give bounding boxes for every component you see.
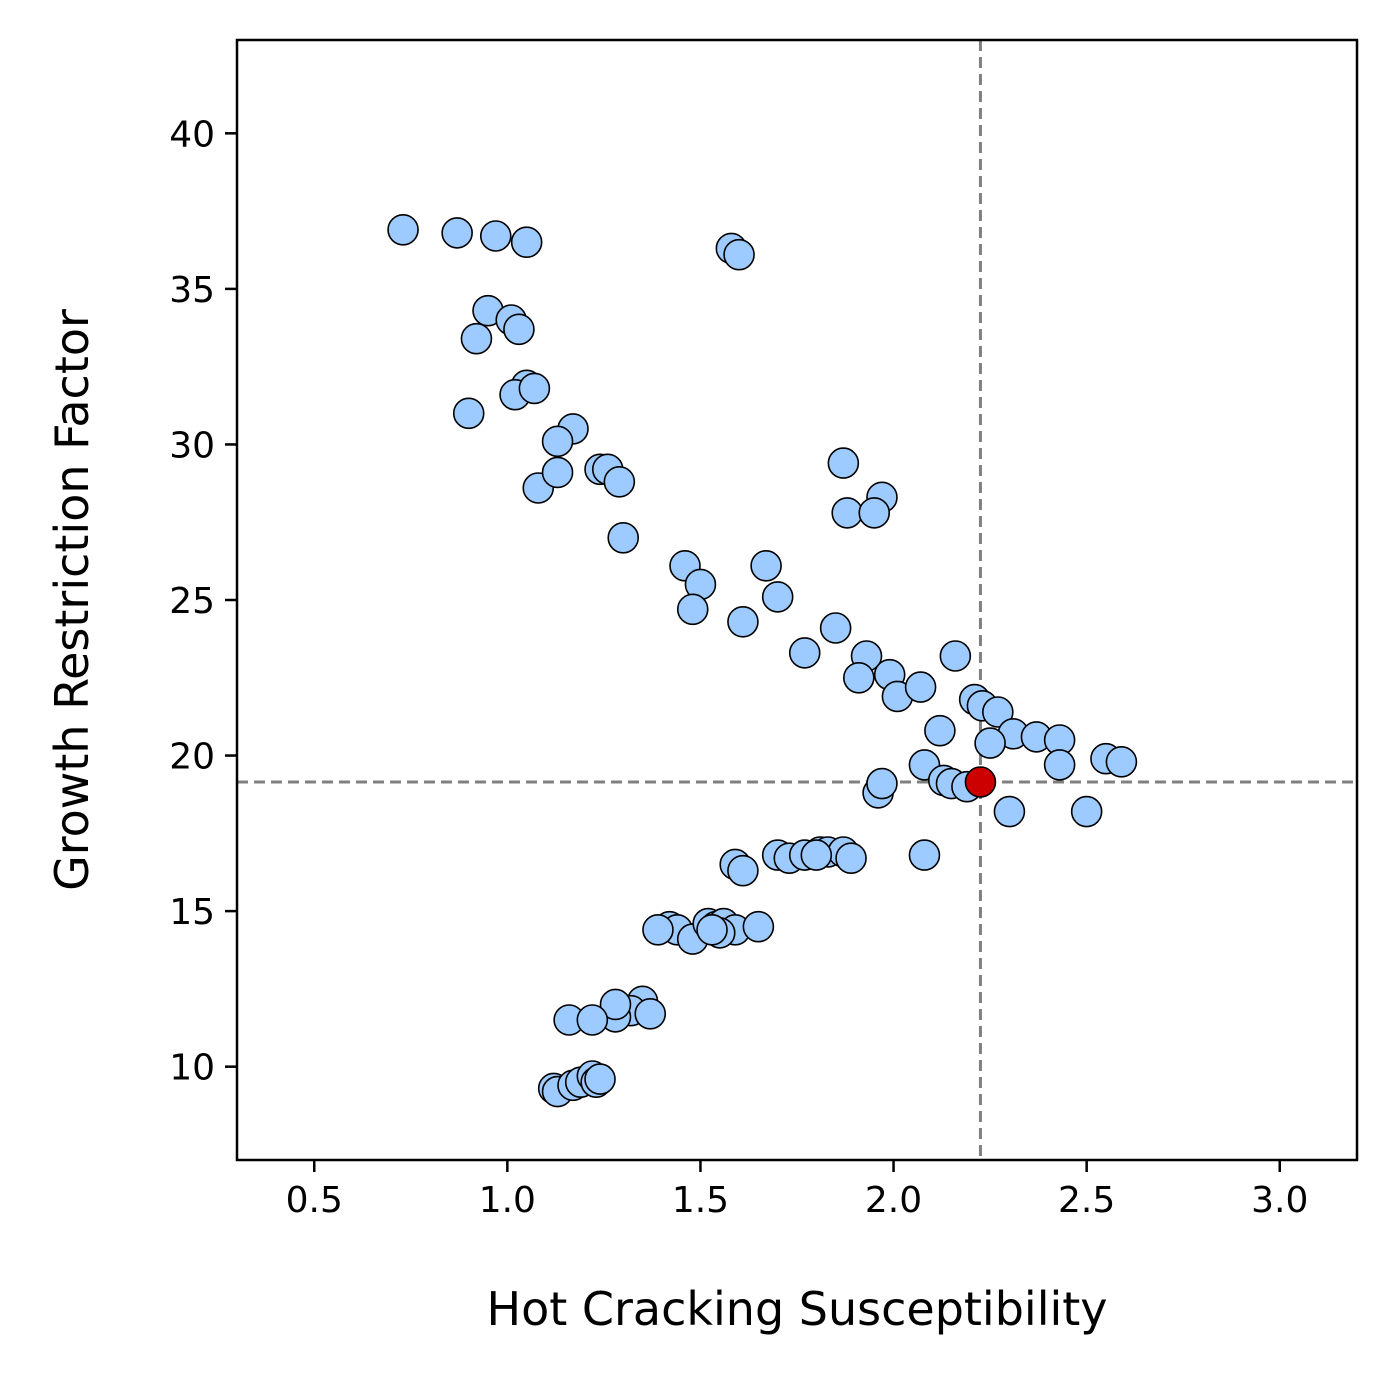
data-point	[676, 593, 709, 626]
data-point	[866, 767, 898, 800]
y-axis-ticks: 10 15 20 25 30 35 40	[169, 114, 237, 1089]
data-point	[584, 1063, 616, 1095]
data-point	[904, 671, 937, 703]
data-point	[1043, 749, 1076, 781]
data-point	[541, 425, 574, 458]
highlighted-point	[964, 766, 997, 798]
data-point	[696, 913, 728, 946]
x-axis-label: Hot Cracking Susceptibility	[486, 1282, 1107, 1336]
data-point	[939, 640, 972, 672]
y-axis-label: Growth Restriction Factor	[45, 309, 99, 891]
x-tick-label: 2.0	[865, 1180, 922, 1221]
y-tick-label: 10	[169, 1048, 215, 1089]
data-point	[819, 612, 852, 644]
y-tick-label: 35	[169, 270, 215, 311]
data-point	[974, 727, 1006, 759]
data-point	[727, 605, 759, 638]
data-point	[452, 397, 485, 430]
data-point	[518, 372, 551, 405]
data-point	[503, 313, 535, 346]
y-tick-label: 25	[169, 581, 215, 622]
x-tick-label: 0.5	[286, 1180, 343, 1221]
data-point	[634, 997, 667, 1030]
data-point	[441, 217, 473, 249]
data-point	[642, 913, 674, 946]
data-point	[727, 854, 759, 887]
data-points	[387, 213, 1138, 1108]
x-axis-ticks: 0.5 1.0 1.5 2.0 2.5 3.0	[286, 1160, 1308, 1221]
data-point	[1070, 795, 1103, 828]
data-point	[924, 714, 956, 747]
data-point	[750, 549, 782, 582]
data-point	[479, 220, 512, 252]
data-point	[908, 839, 941, 871]
data-point	[607, 521, 640, 554]
data-point	[510, 226, 543, 259]
data-point	[858, 497, 891, 529]
x-tick-label: 1.0	[479, 1180, 536, 1221]
data-point	[1105, 745, 1138, 778]
data-point	[788, 637, 821, 669]
data-point	[460, 322, 493, 355]
plot-background	[237, 40, 1357, 1160]
y-tick-label: 20	[169, 737, 215, 778]
data-point	[723, 238, 755, 271]
x-tick-label: 1.5	[672, 1180, 729, 1221]
data-point	[982, 696, 1014, 728]
data-point	[387, 213, 419, 246]
data-point	[993, 795, 1026, 828]
y-tick-label: 30	[169, 425, 215, 466]
data-point	[599, 988, 632, 1021]
data-point	[541, 456, 574, 489]
data-point	[576, 1004, 609, 1036]
data-point	[742, 910, 775, 943]
y-tick-label: 15	[169, 892, 215, 933]
data-point	[761, 581, 794, 613]
data-point	[603, 465, 636, 498]
data-point	[827, 447, 860, 479]
x-tick-label: 2.5	[1058, 1180, 1115, 1221]
data-point	[842, 661, 875, 694]
data-point	[800, 839, 833, 871]
x-tick-label: 3.0	[1251, 1180, 1308, 1221]
y-tick-label: 40	[169, 114, 215, 155]
data-point	[835, 842, 867, 875]
data-point	[831, 497, 864, 529]
